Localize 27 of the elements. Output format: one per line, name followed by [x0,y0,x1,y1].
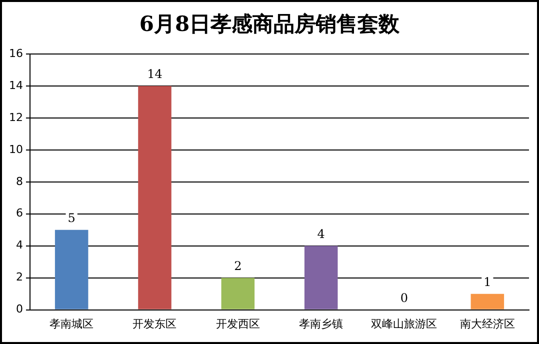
y-tick-label: 4 [16,238,23,252]
bar [138,86,172,310]
y-tick-label: 8 [16,174,23,188]
x-tick-label: 孝南城区 [50,317,94,330]
data-label: 2 [234,258,242,273]
data-label: 0 [400,290,408,305]
x-tick-label: 开发西区 [216,317,260,330]
bar [221,278,255,310]
data-label: 1 [484,274,492,289]
y-tick-label: 10 [8,142,23,156]
x-tick-label: 南大经济区 [460,317,515,330]
y-tick-label: 0 [16,302,23,316]
y-tick-label: 6 [16,206,23,220]
chart-title: 6月8日孝感商品房销售套数 [138,10,401,38]
x-tick-label: 开发东区 [132,317,177,330]
data-label: 14 [147,67,163,82]
x-tick-label: 双峰山旅游区 [371,317,438,330]
y-tick-label: 2 [16,270,23,284]
bar [54,230,88,310]
x-tick-label: 孝南乡镇 [299,317,344,330]
data-label: 4 [317,226,326,241]
y-tick-label: 14 [8,78,23,92]
y-tick-label: 16 [8,46,23,60]
bar [304,246,338,310]
data-label: 5 [68,210,76,225]
bar [470,294,504,310]
y-tick-label: 12 [8,110,23,124]
